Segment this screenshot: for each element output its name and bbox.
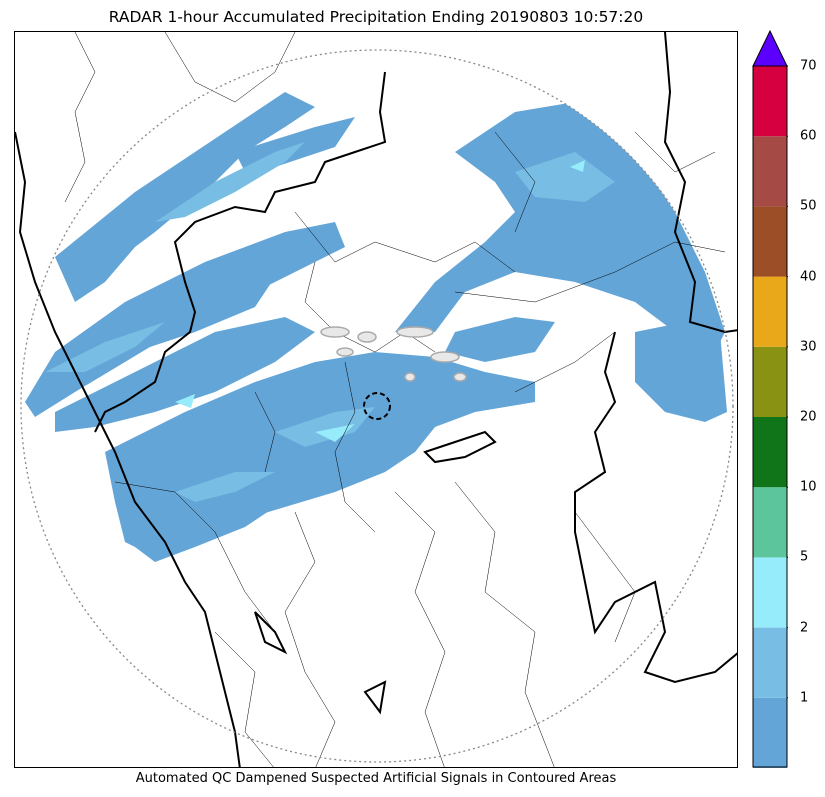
rain-area [570,160,585,172]
radar-map[interactable] [14,31,738,768]
rain-area [315,424,355,442]
colorbar-tick-label: 40 [800,269,817,285]
rain-area [215,402,415,487]
radar-map-canvas [15,32,737,767]
rain-area [515,152,615,202]
colorbar-bin [753,557,787,628]
colorbar-tick-label: 50 [800,198,817,214]
colorbar-tick-label: 70 [800,58,817,74]
rain-area [55,317,315,432]
colorbar-tick-label: 20 [800,409,817,425]
colorbar-tick-label: 30 [800,339,817,355]
rain-area [275,407,375,447]
range-ring [20,49,734,763]
rain-area [45,322,165,372]
colorbar-bin [753,697,787,768]
rain-area [155,142,305,222]
rain-area [55,92,315,302]
colorbar-bin [753,487,787,558]
district-boundaries [64,32,726,767]
colorbar-bin [753,417,787,488]
radar-site-marker [363,392,391,420]
colorbar-tick-label: 10 [800,479,817,495]
rain-area [175,472,275,502]
qc-caption: Automated QC Dampened Suspected Artifici… [135,771,617,786]
colorbar-tick-label: 60 [800,128,817,144]
colorbar-tick-label: 2 [800,620,809,636]
colorbar-over-triangle [752,30,788,67]
colorbar-bin [753,66,787,137]
colorbar-tick-label: 5 [800,549,809,565]
qc-contour-areas [320,326,467,382]
colorbar-bin [753,276,787,347]
colorbar-tick-label: 1 [800,690,809,706]
colorbar-bin [753,136,787,207]
rain-area [635,322,727,422]
rain-area [135,502,275,562]
state-boundaries [15,32,737,767]
colorbar-bin [753,627,787,698]
rain-area [175,394,195,408]
precipitation-layer [25,92,727,562]
colorbar [752,30,788,768]
colorbar-bin [753,346,787,417]
rain-area [445,317,555,362]
colorbar-bin [753,206,787,277]
map-title: RADAR 1-hour Accumulated Precipitation E… [108,8,644,26]
